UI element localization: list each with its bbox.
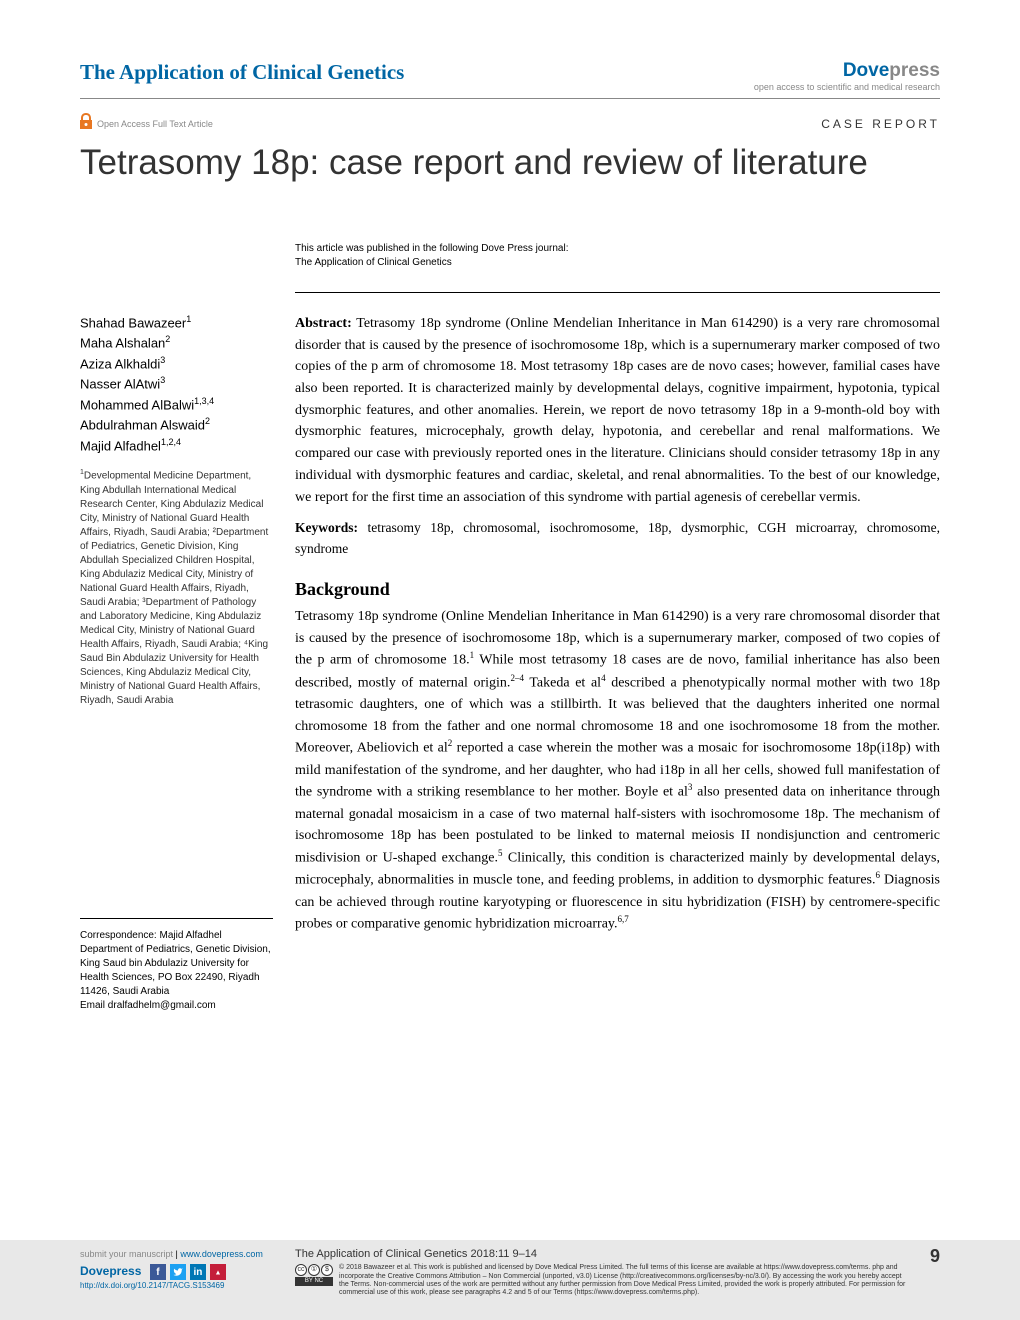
pub-note-line-1: This article was published in the follow… — [295, 242, 940, 256]
sidebar: Shahad Bawazeer1Maha Alshalan2Aziza Alkh… — [80, 313, 273, 1013]
author: Mohammed AlBalwi1,3,4 — [80, 395, 273, 415]
correspondence-label: Correspondence: Majid Alfadhel — [80, 929, 273, 943]
author: Shahad Bawazeer1 — [80, 313, 273, 333]
background-heading: Background — [295, 576, 940, 604]
abstract-text: Tetrasomy 18p syndrome (Online Mendelian… — [295, 316, 940, 505]
author: Aziza Alkhaldi3 — [80, 354, 273, 374]
nc-icon: $ — [321, 1264, 333, 1276]
footer-dove-label[interactable]: Dovepress — [80, 1264, 141, 1278]
divider — [295, 292, 940, 293]
footer-center: The Application of Clinical Genetics 201… — [295, 1248, 910, 1310]
correspondence-address: Department of Pediatrics, Genetic Divisi… — [80, 943, 273, 999]
correspondence-email: Email dralfadhelm@gmail.com — [80, 999, 273, 1013]
author: Nasser AlAtwi3 — [80, 374, 273, 394]
footer-cc-row: cc ① $ BY NC © 2018 Bawazeer et al. This… — [295, 1264, 910, 1298]
twitter-icon[interactable] — [170, 1264, 186, 1280]
publisher-block: Dovepress open access to scientific and … — [754, 60, 940, 92]
cc-badges: cc ① $ BY NC — [295, 1264, 333, 1286]
by-nc-badge: BY NC — [295, 1277, 333, 1286]
header: The Application of Clinical Genetics Dov… — [80, 60, 940, 99]
keywords-text: tetrasomy 18p, chromosomal, isochromosom… — [295, 520, 940, 556]
open-access-row: Open Access Full Text Article CASE REPOR… — [80, 113, 940, 134]
author-list: Shahad Bawazeer1Maha Alshalan2Aziza Alkh… — [80, 313, 273, 456]
by-icon: ① — [308, 1264, 320, 1276]
linkedin-icon[interactable]: in — [190, 1264, 206, 1280]
affiliations-text: Developmental Medicine Department, King … — [80, 471, 268, 706]
mendeley-icon[interactable] — [210, 1264, 226, 1280]
oa-tagline: open access to scientific and medical re… — [754, 82, 940, 92]
footer-social: f in — [150, 1264, 226, 1280]
footer-doi[interactable]: http://dx.doi.org/10.2147/TACG.S153469 — [80, 1280, 275, 1292]
oa-left: Open Access Full Text Article — [80, 113, 213, 134]
keywords: Keywords: tetrasomy 18p, chromosomal, is… — [295, 518, 940, 560]
publication-note: This article was published in the follow… — [295, 242, 940, 270]
facebook-icon[interactable]: f — [150, 1264, 166, 1280]
footer-left: submit your manuscript | www.dovepress.c… — [80, 1248, 275, 1310]
journal-title: The Application of Clinical Genetics — [80, 60, 404, 85]
footer-copyright: © 2018 Bawazeer et al. This work is publ… — [339, 1264, 910, 1298]
pub-note-line-2: The Application of Clinical Genetics — [295, 256, 940, 270]
background-paragraph: Tetrasomy 18p syndrome (Online Mendelian… — [295, 606, 940, 936]
abstract: Abstract: Tetrasomy 18p syndrome (Online… — [295, 313, 940, 508]
article-title: Tetrasomy 18p: case report and review of… — [80, 142, 940, 184]
logo-suffix: press — [889, 60, 940, 81]
author: Abdulrahman Alswaid2 — [80, 415, 273, 435]
page-number: 9 — [930, 1246, 940, 1267]
abstract-label: Abstract: — [295, 316, 352, 331]
open-access-icon — [80, 113, 92, 134]
footer: submit your manuscript | www.dovepress.c… — [0, 1240, 1020, 1320]
cc-icon: cc — [295, 1264, 307, 1276]
affiliations: 1Developmental Medicine Department, King… — [80, 468, 273, 707]
logo-prefix: Dove — [843, 60, 889, 81]
author: Majid Alfadhel1,2,4 — [80, 436, 273, 456]
author: Maha Alshalan2 — [80, 333, 273, 353]
footer-citation: The Application of Clinical Genetics 201… — [295, 1248, 910, 1261]
main-content: Abstract: Tetrasomy 18p syndrome (Online… — [295, 313, 940, 1013]
footer-dove-row: Dovepress f in — [80, 1262, 275, 1281]
oa-label: Open Access Full Text Article — [97, 119, 213, 129]
keywords-label: Keywords: — [295, 520, 358, 535]
dovepress-logo: Dovepress — [754, 60, 940, 82]
correspondence: Correspondence: Majid Alfadhel Departmen… — [80, 918, 273, 1013]
article-type: CASE REPORT — [821, 117, 940, 131]
footer-submit-row: submit your manuscript | www.dovepress.c… — [80, 1248, 275, 1262]
